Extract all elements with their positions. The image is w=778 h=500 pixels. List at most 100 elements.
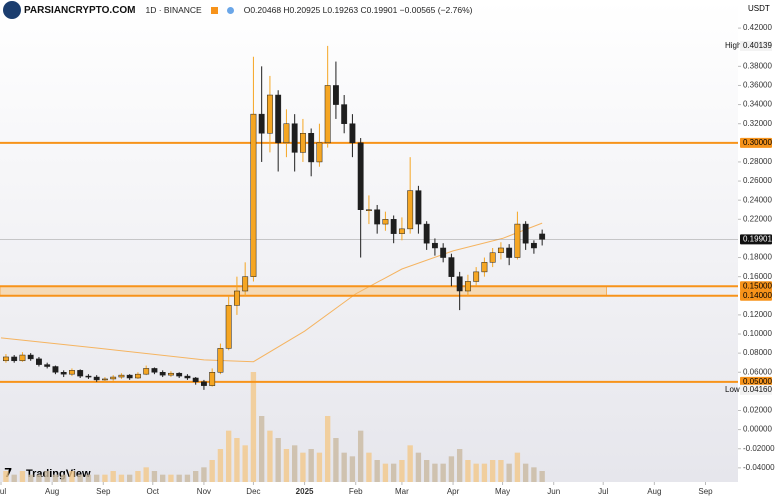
volume-bar — [366, 452, 372, 482]
y-tick-label: 0.42000 — [743, 23, 772, 32]
candle-body — [464, 281, 471, 292]
x-tick-label: Dec — [246, 487, 260, 496]
volume-bar — [217, 449, 224, 482]
y-tick-label: 0.26000 — [743, 176, 772, 185]
y-tick-label: 0.06000 — [743, 367, 772, 376]
x-tick-label: Aug — [45, 487, 59, 496]
volume-bar — [267, 430, 273, 482]
volume-bar — [498, 460, 504, 482]
candle-body — [456, 276, 463, 292]
candle-body — [481, 262, 488, 273]
volume-bar — [151, 471, 158, 482]
volume-bar — [316, 452, 323, 482]
y-tick-label: 0.34000 — [743, 100, 772, 109]
x-tick-label: Oct — [147, 487, 160, 496]
x-tick-label: Jul — [598, 487, 608, 496]
level-label: 0.14000 — [743, 291, 772, 300]
candle-body — [332, 85, 339, 105]
volume-bar — [201, 467, 207, 482]
candle-body — [143, 368, 150, 375]
candle-body — [497, 247, 504, 254]
extreme-text: Low — [725, 385, 740, 394]
level-label: 0.05000 — [743, 377, 772, 386]
x-tick-label: Sep — [96, 487, 111, 496]
axis-bg — [738, 0, 778, 500]
plot-bg — [0, 0, 738, 482]
header: PARSIANCRYPTO.COM 1D · BINANCE O0.20468 … — [0, 0, 472, 20]
candle-body — [135, 373, 141, 379]
extreme-text: High — [725, 41, 741, 50]
volume-bar — [341, 452, 347, 482]
volume-bar — [176, 474, 182, 482]
volume-bar — [275, 438, 281, 482]
candle-body — [357, 142, 364, 210]
volume-bar — [11, 474, 17, 482]
volume-bar — [432, 463, 438, 482]
candle-body — [118, 374, 125, 378]
candle-body — [448, 257, 455, 277]
volume-bar — [69, 471, 75, 482]
x-tick-label: Jun — [547, 487, 560, 496]
volume-bar — [242, 445, 248, 482]
volume-bar — [514, 452, 521, 482]
candle-body — [423, 223, 430, 244]
volume-bar — [456, 449, 463, 482]
candle-body — [19, 354, 26, 362]
candle-body — [225, 305, 232, 349]
dot — [226, 6, 234, 14]
candle-body — [440, 247, 447, 258]
y-tick-label: 0.36000 — [743, 81, 772, 90]
volume-bar — [407, 445, 413, 482]
candle-body — [85, 375, 92, 378]
volume-bar — [258, 416, 265, 482]
candle-body — [390, 219, 397, 234]
candle-body — [77, 370, 84, 377]
brand: TradingView — [26, 468, 91, 480]
volume-bar — [539, 471, 545, 482]
y-tick-label: 0.24000 — [743, 195, 772, 204]
volume-bar — [94, 474, 100, 482]
y-tick-label: 0.12000 — [743, 310, 772, 319]
x-tick-label: Feb — [349, 487, 363, 496]
volume-bar — [143, 467, 149, 482]
logo-icon — [3, 1, 21, 19]
x-tick-label: Apr — [447, 487, 460, 496]
symbol: 1D · BINANCE — [145, 5, 202, 15]
y-tick-label: 0.02000 — [743, 406, 772, 415]
candle-body — [209, 372, 216, 386]
volume-bar — [3, 471, 9, 482]
level-box — [740, 290, 772, 301]
candle-body — [530, 242, 537, 249]
volume-bar — [465, 460, 471, 482]
volume-bar — [192, 471, 199, 482]
candle-body — [473, 271, 480, 282]
ohlc: O0.20468 H0.20925 L0.19263 C0.19901 −0.0… — [243, 5, 473, 15]
candle-body — [291, 123, 298, 153]
candle-body — [176, 372, 183, 377]
volume-bar — [44, 471, 50, 482]
level-label: 0.30000 — [743, 138, 772, 147]
volume-bar — [19, 471, 26, 482]
volume-bar — [324, 416, 331, 482]
extreme-label: 0.40139 — [743, 41, 772, 50]
candle-body — [506, 247, 513, 258]
candle-body — [184, 375, 191, 379]
volume-bar — [440, 463, 446, 482]
x-tick-label: Sep — [698, 487, 713, 496]
volume-bar — [349, 456, 356, 482]
candle-body — [36, 358, 42, 365]
volume-bar — [135, 471, 141, 482]
extreme-box — [740, 40, 772, 51]
y-tick-label: 0.16000 — [743, 272, 772, 281]
axis-bg — [0, 482, 738, 500]
candle-body — [159, 372, 166, 376]
y-tick-label: 0.22000 — [743, 214, 772, 223]
volume-bar — [423, 460, 430, 482]
volume-bar — [481, 463, 488, 482]
volume-bar — [77, 474, 83, 482]
volume-bar — [415, 452, 422, 482]
candle-body — [522, 223, 529, 244]
logo: PARSIANCRYPTO.COM — [2, 0, 142, 20]
extreme-box — [740, 384, 772, 395]
